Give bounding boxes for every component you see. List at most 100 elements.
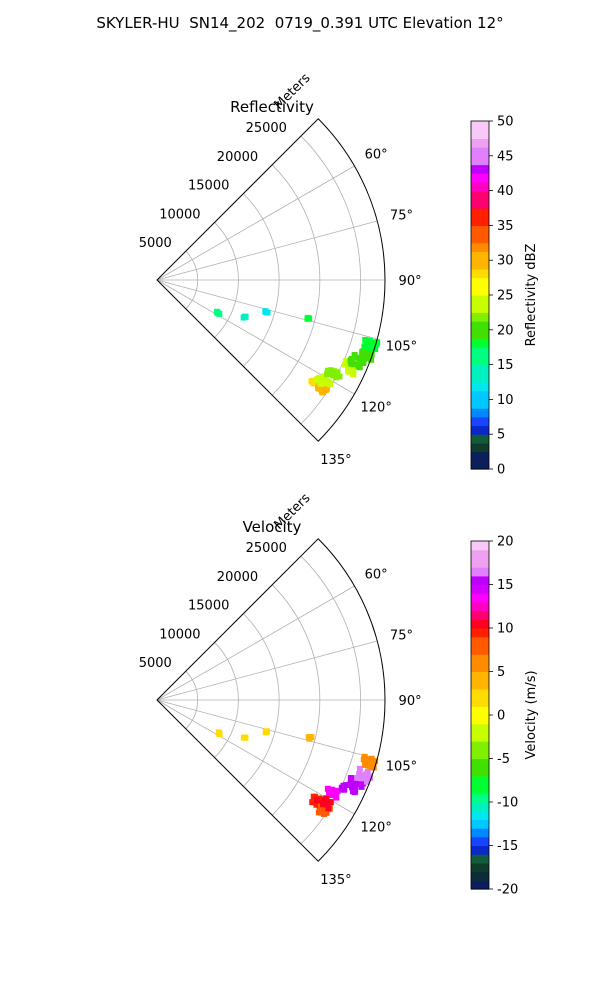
colorbar-tick-label: 5 <box>497 665 505 680</box>
colorbar-segment <box>471 460 489 470</box>
colorbar-segment <box>471 225 489 235</box>
angle-tick-label: 60° <box>365 567 388 582</box>
colorbar-segment <box>471 697 489 707</box>
colorbar-segment <box>471 355 489 366</box>
colorbar-segment <box>471 541 489 551</box>
echo-point <box>311 793 318 800</box>
echo-point <box>366 340 373 347</box>
angle-tick-label: 135° <box>320 873 351 888</box>
echo-point <box>323 809 330 816</box>
echo-point <box>373 341 380 348</box>
colorbar-segment <box>471 295 489 305</box>
colorbar-tick-label: 40 <box>497 184 514 199</box>
colorbar-segment <box>471 216 489 226</box>
colorbar-segment <box>471 347 489 357</box>
colorbar-segment <box>471 601 489 612</box>
echo-point <box>324 785 331 792</box>
range-tick-label: 5000 <box>139 656 172 671</box>
echo-point <box>264 309 271 316</box>
colorbar-segment <box>471 549 489 559</box>
echo-point <box>333 374 340 381</box>
echo-point <box>325 805 332 812</box>
echo-point <box>363 771 370 778</box>
colorbar-segment <box>471 155 489 166</box>
echo-point <box>349 784 356 791</box>
echo-point <box>363 778 370 785</box>
colorbar-segment <box>471 688 489 699</box>
colorbar-segment <box>471 129 489 139</box>
colorbar-segment <box>471 880 489 890</box>
echo-point <box>366 344 373 351</box>
echo-point <box>324 369 331 376</box>
colorbar-segment <box>471 260 489 270</box>
echo-point <box>366 350 373 357</box>
colorbar-segment <box>471 862 489 873</box>
azimuth-gridline <box>156 165 355 281</box>
colorbar-tick-label: 15 <box>497 358 514 373</box>
colorbar-segment <box>471 399 489 409</box>
echo-point <box>313 797 320 804</box>
colorbar-segment <box>471 845 489 855</box>
colorbar-segment <box>471 854 489 864</box>
colorbar-segment <box>471 416 489 427</box>
colorbar-tick-label: -10 <box>497 796 518 811</box>
colorbar-label: Velocity (m/s) <box>524 670 539 759</box>
echo-point <box>332 787 339 794</box>
colorbar-segment <box>471 329 489 340</box>
echo-point <box>336 373 343 380</box>
colorbar-segment <box>471 434 489 444</box>
colorbar-segment <box>471 442 489 453</box>
echo-point <box>242 313 249 320</box>
echo-point <box>213 308 220 315</box>
colorbar-tick-label: 20 <box>497 323 514 338</box>
colorbar-segment <box>471 451 489 461</box>
colorbar-segment <box>471 364 489 374</box>
colorbar-tick-label: 15 <box>497 578 514 593</box>
echo-point <box>356 771 363 778</box>
colorbar-tick-label: -20 <box>497 883 518 898</box>
colorbar-segment <box>471 819 489 829</box>
azimuth-gridline <box>156 585 355 701</box>
echo-point <box>319 388 326 395</box>
echo-point <box>320 373 327 380</box>
colorbar-tick-label: 30 <box>497 254 514 269</box>
echo-point <box>308 734 315 741</box>
angle-tick-label: 120° <box>361 821 392 836</box>
echo-point <box>360 348 367 355</box>
azimuth-gridline <box>156 699 355 815</box>
range-tick-label: 10000 <box>159 207 200 222</box>
panel-title: Reflectivity <box>230 98 314 116</box>
colorbar-segment <box>471 286 489 296</box>
colorbar-tick-label: -15 <box>497 839 518 854</box>
colorbar-segment <box>471 121 489 131</box>
colorbar-segment <box>471 662 489 673</box>
echo-point <box>360 756 367 763</box>
colorbar-tick-label: 10 <box>497 393 514 408</box>
angle-tick-label: 75° <box>390 208 413 223</box>
echo-point <box>317 809 324 816</box>
echo-point <box>348 355 355 362</box>
colorbar-segment <box>471 645 489 655</box>
colorbar-segment <box>471 741 489 751</box>
reflectivity-panel: Reflectivity60°75°90°105°120°135°5000100… <box>139 71 539 478</box>
echo-point <box>347 778 354 785</box>
echo-point <box>356 765 363 772</box>
colorbar-segment <box>471 715 489 725</box>
angle-tick-label: 120° <box>361 401 392 416</box>
velocity-panel: Velocity 60° 75° 90° 105° 120° 135° 5000 10000 15… <box>139 491 539 898</box>
colorbar-segment <box>471 680 489 690</box>
colorbar-segment <box>471 636 489 646</box>
echo-point <box>354 774 361 781</box>
echo-point <box>333 794 340 801</box>
colorbar-segment <box>471 584 489 594</box>
colorbar-segment <box>471 312 489 322</box>
echo-point <box>364 337 371 344</box>
echo-point <box>348 360 355 367</box>
colorbar-tick-label: 10 <box>497 622 514 637</box>
echo-point <box>361 343 368 350</box>
echo-point <box>304 314 311 321</box>
colorbar-segment <box>471 242 489 253</box>
echo-point <box>372 346 379 353</box>
colorbar-tick-label: -5 <box>497 752 510 767</box>
